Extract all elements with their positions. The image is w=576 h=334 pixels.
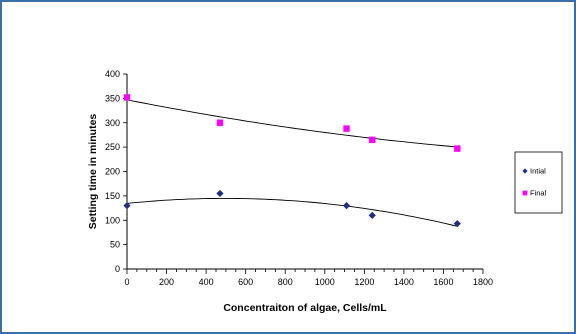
y-tick-label: 100: [105, 215, 120, 225]
legend-marker-intial: [522, 168, 528, 174]
data-point-intial: [342, 202, 351, 210]
x-ticks: 0 200 400 600 800 1000 1200 1400 1600 1800: [124, 269, 493, 287]
y-ticks: 0 50 100 150 200 250 300 350 400: [105, 69, 127, 274]
legend: Intial Final: [514, 151, 563, 214]
data-point-final: [369, 136, 376, 144]
y-tick-label: 250: [105, 142, 120, 152]
plot-area: 0 200 400 600 800 1000 1200 1400 1600 1800 0 50 100…: [105, 69, 493, 287]
data-point-intial: [453, 220, 461, 228]
y-tick-label: 200: [105, 167, 120, 177]
data-point-final: [123, 94, 131, 101]
x-tick-label: 800: [278, 277, 293, 287]
x-tick-label: 1800: [473, 277, 493, 287]
data-point-final: [216, 119, 224, 126]
data-point-intial: [123, 202, 131, 210]
legend-box: [514, 151, 563, 214]
data-point-intial: [368, 211, 376, 219]
trendline-final: [126, 99, 458, 148]
x-tick-label: 1400: [394, 277, 414, 287]
x-axis-title: Concentraiton of algae, Cells/mL: [223, 302, 387, 314]
y-tick-label: 400: [105, 69, 120, 79]
x-tick-label: 1200: [354, 277, 374, 287]
legend-label-final: Final: [530, 189, 547, 198]
x-tick-label: 400: [199, 277, 214, 287]
legend-marker-final: [522, 190, 528, 196]
y-axis-title: Setting time in minutes: [87, 114, 99, 230]
trendlines: [126, 99, 458, 227]
data-point-intial: [216, 189, 224, 198]
y-tick-label: 350: [105, 93, 120, 103]
data-point-final: [343, 125, 350, 132]
x-tick-label: 1000: [315, 277, 335, 287]
legend-label-intial: Intial: [530, 167, 546, 176]
data-points: [123, 94, 461, 228]
data-point-final: [454, 145, 461, 152]
y-tick-label: 300: [105, 118, 120, 128]
y-tick-label: 50: [110, 240, 120, 250]
x-tick-label: 0: [124, 277, 129, 287]
x-tick-label: 200: [159, 277, 174, 287]
trendline-intial: [126, 197, 458, 227]
x-tick-label: 1600: [433, 277, 453, 287]
y-tick-label: 0: [115, 264, 120, 274]
x-tick-label: 600: [238, 277, 253, 287]
y-tick-label: 150: [105, 191, 120, 201]
